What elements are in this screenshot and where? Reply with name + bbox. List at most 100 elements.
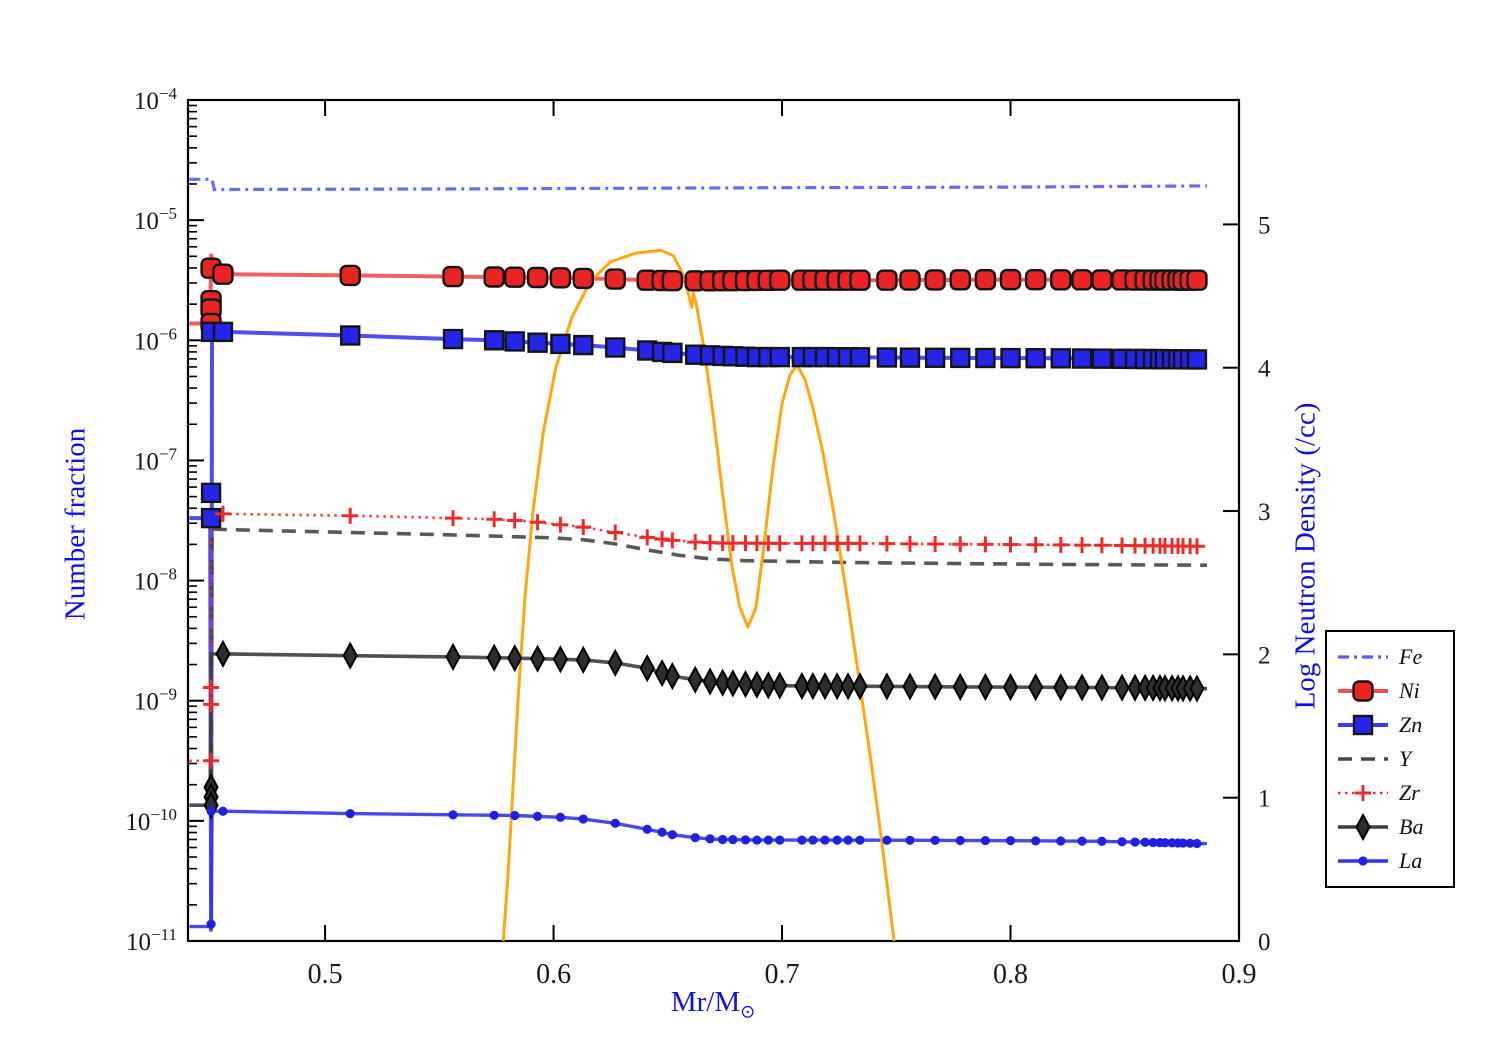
- marker-Zr: [552, 516, 569, 533]
- x-axis-label: Mr/M⊙: [671, 986, 755, 1022]
- legend-item-Zn: Zn: [1337, 708, 1445, 742]
- marker-Zn: [876, 347, 898, 368]
- marker-La: [448, 810, 458, 820]
- marker-Ba: [852, 672, 868, 701]
- x-tick-label: 0.7: [765, 959, 800, 990]
- marker-Ni: [504, 266, 526, 288]
- marker-Ba: [529, 644, 546, 673]
- marker-La: [555, 812, 566, 822]
- legend-item-Ni: Ni: [1337, 674, 1445, 708]
- marker-La: [489, 810, 499, 820]
- marker-Zn: [769, 346, 790, 368]
- legend-sample-Zr: [1338, 785, 1388, 801]
- marker-Ba: [664, 661, 681, 691]
- y-tick-label-left: 10−11: [126, 925, 177, 956]
- y-tick-label-left: 10−9: [134, 685, 177, 716]
- marker-Ba: [1002, 672, 1019, 702]
- legend-sample-La: [1338, 856, 1388, 866]
- marker-Ni: [849, 269, 871, 291]
- marker-Ni: [483, 266, 505, 288]
- marker-La: [667, 830, 677, 840]
- marker-Ni: [212, 263, 234, 285]
- y-tick-label-right: 5: [1258, 212, 1271, 239]
- marker-Ba: [737, 670, 754, 699]
- marker-Ba: [1028, 673, 1044, 702]
- marker-Ba: [772, 671, 788, 700]
- marker-La: [345, 809, 355, 819]
- legend-item-Fe: Fe: [1337, 640, 1445, 674]
- legend-item-Zr: Zr: [1337, 776, 1445, 810]
- marker-Zn: [849, 347, 871, 368]
- marker-Zn: [662, 342, 683, 364]
- marker-Zr: [1188, 538, 1205, 555]
- marker-La: [820, 835, 830, 845]
- marker-La: [206, 806, 216, 816]
- marker-La: [1192, 838, 1202, 849]
- marker-Zn: [442, 328, 464, 350]
- legend-label-Y: Y: [1399, 746, 1412, 771]
- marker-Zn: [1050, 348, 1071, 369]
- marker-Ba: [794, 671, 810, 701]
- marker-Zn: [950, 347, 971, 369]
- marker-Zn: [924, 347, 946, 368]
- marker-La: [728, 835, 738, 845]
- marker-Ni: [876, 269, 898, 291]
- legend-item-La: La: [1337, 844, 1445, 878]
- marker-Ni: [1024, 268, 1047, 291]
- marker-La: [1130, 837, 1140, 847]
- marker-La: [797, 835, 807, 845]
- marker-Zr: [1093, 537, 1110, 554]
- marker-Zr: [927, 536, 944, 553]
- marker-Zr: [771, 535, 788, 552]
- marker-Ba: [760, 671, 776, 700]
- marker-Ba: [1074, 673, 1090, 702]
- marker-Zr: [342, 507, 359, 524]
- legend-label-Ni: Ni: [1399, 678, 1420, 703]
- marker-Zn: [483, 330, 505, 351]
- marker-Zn: [212, 321, 234, 343]
- marker-Zr: [529, 514, 546, 531]
- y-tick-label-right: 4: [1258, 356, 1271, 383]
- y-tick-label-right: 0: [1258, 929, 1271, 956]
- marker-Zr: [901, 535, 918, 552]
- marker-Zr: [664, 532, 681, 549]
- marker-Ba: [486, 643, 502, 672]
- marker-La: [1117, 837, 1127, 847]
- marker-La: [610, 818, 620, 828]
- legend-sample-Zn: [1338, 714, 1388, 736]
- marker-La: [763, 835, 773, 845]
- marker-La: [752, 835, 762, 845]
- marker-Ni: [526, 266, 549, 289]
- marker-Zn: [1186, 349, 1208, 370]
- legend-sample-Fe: [1338, 655, 1388, 659]
- marker-Ba: [552, 645, 569, 674]
- y-tick-label-left: 10−4: [134, 84, 178, 115]
- marker-Ba: [749, 670, 765, 699]
- marker-Ba: [1114, 673, 1130, 702]
- marker-Ni: [339, 264, 361, 287]
- y-tick-label-right: 3: [1258, 499, 1271, 526]
- marker-Zr: [607, 524, 624, 541]
- marker-Ba: [902, 672, 918, 701]
- y-tick-label-left: 10−5: [134, 204, 177, 235]
- marker-La: [1160, 838, 1170, 848]
- marker-Zr: [203, 752, 220, 769]
- marker-Ba: [805, 671, 821, 701]
- sun-symbol: ⊙: [740, 1001, 756, 1022]
- marker-Ni: [661, 269, 684, 292]
- marker-Ni: [1071, 269, 1093, 291]
- marker-Zn: [340, 325, 361, 346]
- marker-Zr: [1074, 537, 1091, 554]
- marker-La: [1031, 836, 1041, 846]
- marker-La: [510, 810, 520, 821]
- marker-Zr: [486, 511, 503, 528]
- x-tick-label: 0.6: [536, 959, 571, 990]
- marker-Zn: [200, 482, 222, 504]
- marker-Zn: [605, 337, 626, 358]
- marker-Ba: [702, 667, 718, 696]
- marker-Zn: [1091, 348, 1113, 369]
- legend-item-Y: Y: [1337, 742, 1445, 776]
- marker-Ni: [999, 268, 1022, 291]
- marker-Ba: [507, 643, 523, 673]
